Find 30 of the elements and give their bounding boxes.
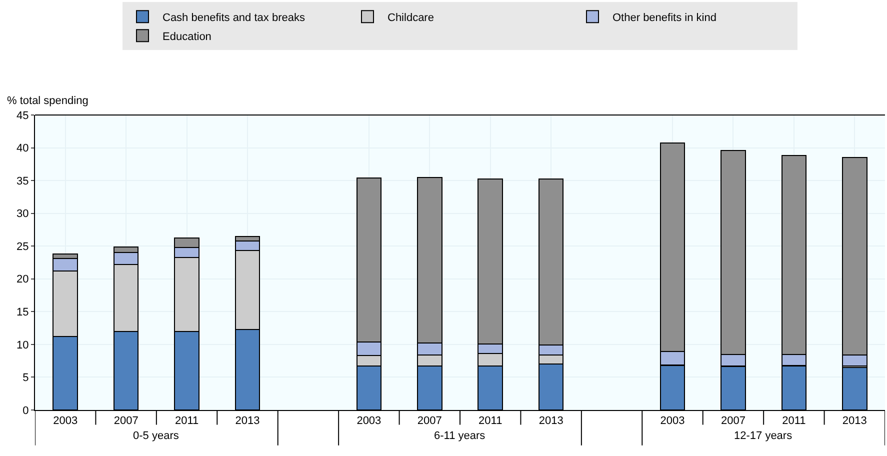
x-tick-label: 2003 <box>356 415 382 428</box>
y-tick-label: 15 <box>16 306 29 319</box>
y-tick-label: 0 <box>22 404 29 417</box>
x-tick-label: 2013 <box>842 415 867 428</box>
x-tick-label: 2011 <box>782 415 806 428</box>
x-tick-label: 2007 <box>720 415 746 428</box>
y-tick-label: 10 <box>16 339 29 352</box>
y-tick-label: 20 <box>16 274 29 286</box>
legend-label: Cash benefits and tax breaks <box>162 12 306 24</box>
y-tick-label: 40 <box>16 142 29 155</box>
x-tick-label: 2011 <box>478 415 502 428</box>
x-tick-label: 2011 <box>174 415 199 428</box>
x-tick-label: 2007 <box>417 415 442 428</box>
legend-label: Education <box>162 30 212 43</box>
text: 6-11 years <box>434 430 486 442</box>
y-tick-label: 45 <box>16 110 29 122</box>
x-tick-label: 2013 <box>235 415 260 428</box>
y-tick-label: 25 <box>16 240 29 253</box>
y-tick-label: 5 <box>22 372 29 384</box>
legend-label: Other benefits in kind <box>612 12 716 24</box>
x-tick-label: 2007 <box>114 415 138 428</box>
legend-label: Childcare <box>388 12 434 24</box>
text: 12-17 years <box>734 430 793 442</box>
x-tick-label: 2003 <box>53 415 78 428</box>
text: 0-5 years <box>133 430 180 442</box>
y-tick-label: 35 <box>16 175 29 188</box>
y-tick-label: 30 <box>16 208 29 220</box>
y-axis-title: % total spending <box>7 95 88 107</box>
x-tick-label: 2003 <box>660 415 685 428</box>
x-tick-label: 2013 <box>538 415 564 428</box>
